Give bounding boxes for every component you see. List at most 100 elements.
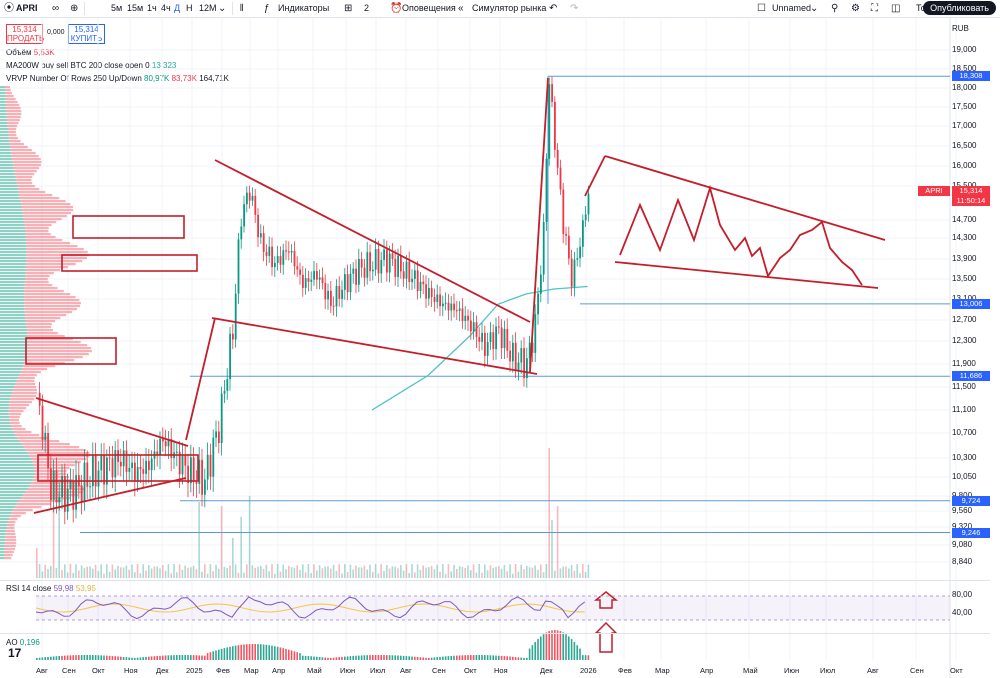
compare-icon[interactable]: ∞ <box>52 3 60 14</box>
time-axis-label[interactable]: Фев <box>216 666 230 675</box>
price-tag[interactable]: 11,686 <box>952 371 990 382</box>
interval-12m[interactable]: 12М <box>199 3 217 13</box>
time-axis-label[interactable]: 2026 <box>580 666 597 675</box>
price-axis-label[interactable]: 16,000 <box>952 161 977 170</box>
publish-button[interactable]: Опубликовать <box>923 1 996 15</box>
time-axis-label[interactable]: Дек <box>156 666 169 675</box>
price-axis-label[interactable]: 12,300 <box>952 336 977 345</box>
interval-week[interactable]: Н <box>186 3 193 13</box>
time-axis-label[interactable]: Июл <box>820 666 836 675</box>
time-axis-label[interactable]: Дек <box>540 666 553 675</box>
alert-clock-icon[interactable]: ⏰ <box>390 3 403 14</box>
time-axis-label[interactable]: Окт <box>464 666 477 675</box>
fullscreen-icon[interactable]: ⛶ <box>871 3 878 14</box>
interval-day[interactable]: Д <box>174 3 181 13</box>
price-axis-label[interactable]: 18,500 <box>952 64 977 73</box>
time-axis-label[interactable]: Ноя <box>494 666 508 675</box>
time-axis-label[interactable]: Окт <box>92 666 105 675</box>
time-axis-label[interactable]: Июл <box>370 666 386 675</box>
price-axis-label[interactable]: 14,700 <box>952 215 977 224</box>
time-axis-label[interactable]: 2025 <box>186 666 203 675</box>
add-symbol-icon[interactable]: ⊕ <box>70 3 79 14</box>
replay-icon[interactable]: « <box>458 3 464 14</box>
time-axis-label[interactable]: Май <box>307 666 322 675</box>
time-axis-label[interactable]: Апр <box>700 666 714 675</box>
time-axis-label[interactable]: Авг <box>867 666 879 675</box>
price-axis-label[interactable]: 10,050 <box>952 472 977 481</box>
time-axis-label[interactable]: Мар <box>655 666 670 675</box>
price-axis-label[interactable]: 17,500 <box>952 102 977 111</box>
ao-legend[interactable]: AO 0,196 <box>6 638 40 647</box>
time-axis-label[interactable]: Окт <box>950 666 963 675</box>
interval-15m[interactable]: 15м <box>127 3 144 13</box>
price-axis-label[interactable]: 19,000 <box>952 45 977 54</box>
candles-icon[interactable]: 𝍪 <box>240 3 244 14</box>
time-axis-label[interactable]: Сен <box>432 666 446 675</box>
price-axis-label[interactable]: 9,800 <box>944 491 1000 500</box>
price-tag[interactable]: 9,246 <box>952 527 990 538</box>
price-axis-label[interactable]: 10,300 <box>952 453 977 462</box>
price-axis-label[interactable]: 11,100 <box>952 405 976 414</box>
rsi-legend[interactable]: RSI 14 close 59,98 53,95 <box>6 584 96 593</box>
time-axis-label[interactable]: Апр <box>272 666 286 675</box>
time-axis-label[interactable]: Июн <box>340 666 356 675</box>
time-axis-label[interactable]: Сен <box>910 666 924 675</box>
price-tag[interactable]: 9,724 <box>952 495 990 506</box>
price-axis-label[interactable]: 8,840 <box>952 557 973 566</box>
price-axis-label[interactable]: 14,300 <box>952 233 977 242</box>
currency-label[interactable]: RUB <box>952 24 969 33</box>
undo-icon[interactable]: ↶ <box>549 3 558 14</box>
price-tag[interactable]: 13,006 <box>952 298 990 309</box>
price-axis-label[interactable]: 11,500 <box>952 382 976 391</box>
price-axis-label[interactable]: 13,900 <box>952 254 977 263</box>
price-axis-label[interactable]: 18,000 <box>952 83 977 92</box>
price-axis-label[interactable]: 17,000 <box>952 121 977 130</box>
price-tag[interactable]: 15,314 <box>952 185 990 196</box>
time-axis-label[interactable]: Сен <box>62 666 76 675</box>
menu-icon[interactable]: ⦿ <box>4 3 14 14</box>
time-axis-label[interactable]: Фев <box>618 666 632 675</box>
layouts-icon[interactable]: ⊞ <box>344 3 353 14</box>
price-axis-label[interactable]: 11,900 <box>952 359 976 368</box>
rsi-pane-divider[interactable] <box>0 580 990 581</box>
time-axis-label[interactable]: Май <box>743 666 758 675</box>
price-axis-label[interactable]: 10,700 <box>952 428 977 437</box>
time-axis-label[interactable]: Июн <box>784 666 800 675</box>
time-axis-label[interactable]: Мар <box>244 666 259 675</box>
price-axis-label[interactable]: 13,100 <box>944 294 1000 303</box>
settings-gear-icon[interactable]: ⚙ <box>851 3 860 14</box>
search-icon[interactable]: ⚲ <box>831 3 839 14</box>
price-axis-label[interactable]: 15,500 <box>944 181 1000 190</box>
ao-pane-divider[interactable] <box>0 633 990 634</box>
symbol-search[interactable]: APRI <box>16 3 38 13</box>
interval-5m[interactable]: 5м <box>111 3 123 13</box>
layout-name[interactable]: Unnamed <box>772 3 812 13</box>
interval-4h[interactable]: 4ч <box>161 3 171 13</box>
alerts-button[interactable]: Оповещения <box>402 3 456 13</box>
price-axis-label[interactable]: 12,700 <box>952 315 977 324</box>
indicators-button[interactable]: Индикаторы <box>278 3 330 13</box>
vrvp-legend[interactable]: VRVP Number Of Rows 250 Up/Down 80,97K 8… <box>6 74 229 83</box>
time-axis-label[interactable]: Ноя <box>124 666 138 675</box>
time-axis-label[interactable]: Авг <box>36 666 48 675</box>
price-axis-label[interactable]: 9,320 <box>952 522 973 531</box>
price-tag[interactable]: 11:50:14 <box>952 195 990 206</box>
ma-legend[interactable]: MA200W buy sell BTC 200 close open 0 13,… <box>6 61 176 70</box>
price-axis-label[interactable]: 9,080 <box>952 540 973 549</box>
chevron-down-icon[interactable]: ⌄ <box>218 3 227 14</box>
volume-legend[interactable]: Объём 5,53K <box>6 48 55 57</box>
chevron-down-icon[interactable]: ⌄ <box>810 3 819 14</box>
interval-1h[interactable]: 1ч <box>147 3 157 13</box>
layout-checkbox-icon[interactable]: ☐ <box>757 3 766 14</box>
price-axis-label[interactable]: 16,500 <box>952 141 977 150</box>
market-simulator-button[interactable]: Симулятор рынка <box>472 3 547 13</box>
time-axis-label[interactable]: Авг <box>400 666 412 675</box>
price-axis-label[interactable]: 9,560 <box>952 506 973 515</box>
redo-icon[interactable]: ↷ <box>570 3 579 14</box>
camera-icon[interactable]: ◫ <box>891 3 901 14</box>
price-tag[interactable]: APRI <box>918 185 950 196</box>
price-tag[interactable]: 18,308 <box>952 71 990 82</box>
indicators-icon[interactable]: ƒ <box>264 3 270 14</box>
price-axis-label[interactable]: 13,500 <box>952 274 977 283</box>
